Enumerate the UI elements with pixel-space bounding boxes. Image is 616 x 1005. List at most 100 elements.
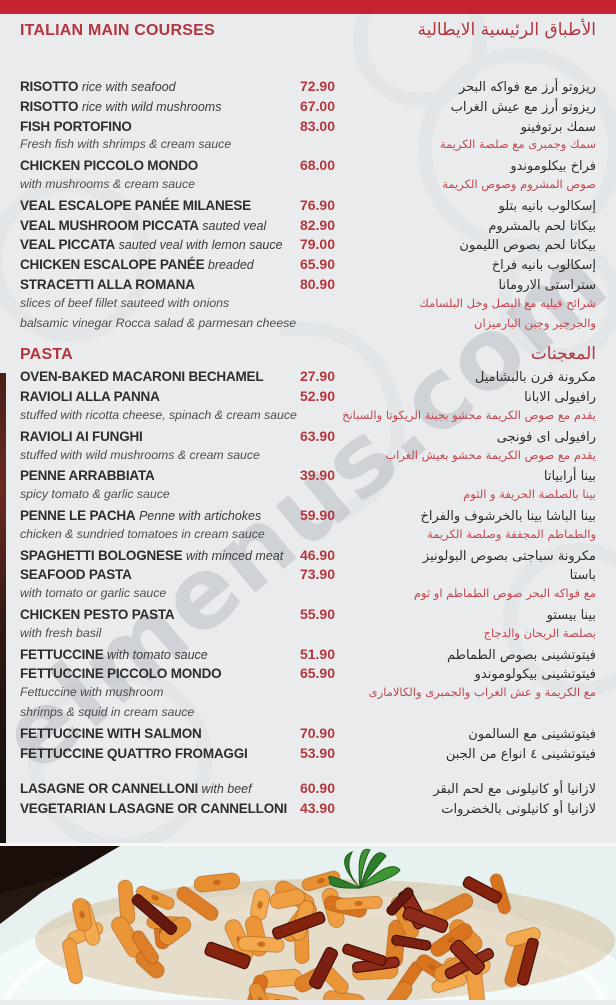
item-name-english: VEAL ESCALOPE PANÉE MILANESE — [20, 197, 251, 213]
menu-item-row: VEAL ESCALOPE PANÉE MILANESE 76.90 إسكالوب… — [20, 197, 596, 217]
menu-item-row: LASAGNE OR CANNELLONI with beef 60.90 لازا… — [20, 780, 596, 800]
item-left: RISOTTO rice with wild mushrooms 67.00 — [20, 98, 335, 114]
section-title-english: ITALIAN MAIN COURSES — [20, 22, 215, 39]
item-description-english: Fettuccine with mushroom — [20, 685, 164, 700]
item-name-english: FETTUCCINE WITH SALMON — [20, 725, 202, 741]
item-name-english: SEAFOOD PASTA — [20, 567, 132, 583]
menu-item-description-row: spicy tomato & garlic sauce بينا بالصلصة … — [20, 487, 596, 507]
menu-item-description-row: with tomato or garlic sauce مع فواكه البح… — [20, 586, 596, 606]
section-pasta: PASTA المعجنات OVEN-BAKED MACARONI BECHA… — [20, 335, 596, 820]
item-name-arabic: ستراستى الارومانا — [498, 277, 596, 293]
item-description-english: slices of beef fillet sauteed with onion… — [20, 295, 230, 310]
menu-item-row: RAVIOLI AI FUNGHI 63.90 رافيولى اى فونجى — [20, 428, 596, 448]
item-left: FETTUCCINE WITH SALMON 70.90 — [20, 725, 335, 741]
menu-item-description-row: Fettuccine with mushroom مع الكريمة و عش … — [20, 685, 596, 705]
menu-item-row: SPAGHETTI BOLOGNESE with minced meat 46.9… — [20, 547, 596, 567]
item-description-arabic: مع الكريمة و عش الغراب والجمبرى والكالام… — [368, 685, 596, 700]
item-name-english: CHICKEN PESTO PASTA — [20, 606, 175, 622]
item-name-arabic: إسكالوب بانيه بتلو — [498, 198, 596, 214]
item-name-arabic: مكرونة سباجتى بصوص البولونيز — [422, 548, 596, 564]
item-note-english: with minced meat — [182, 548, 284, 563]
item-group-gap — [20, 764, 596, 780]
item-price: 39.90 — [299, 467, 335, 484]
menu-item-row: RISOTTO rice with wild mushrooms 67.00 ريز… — [20, 98, 596, 118]
item-name-english: CHICKEN ESCALOPE PANÉE breaded — [20, 257, 254, 273]
description-left: stuffed with ricotta cheese, spinach & c… — [20, 408, 335, 422]
item-left: VEAL PICCATA sauted veal with lemon sauc… — [20, 236, 335, 252]
item-left: OVEN-BAKED MACARONI BECHAMEL 27.90 — [20, 368, 335, 384]
item-name-arabic: بيكاتا لحم بالمشروم — [488, 218, 596, 234]
menu-item-description-row: stuffed with ricotta cheese, spinach & c… — [20, 408, 596, 428]
item-description-arabic: والطماطم المجففة وصلصة الكريمة — [427, 526, 596, 541]
item-left: SPAGHETTI BOLOGNESE with minced meat 46.9… — [20, 547, 335, 563]
menu-item-description-row: Fresh fish with shrimps & cream sauce سمك… — [20, 137, 596, 157]
food-photo — [0, 843, 616, 1005]
item-name-arabic: بيكاتا لحم بصوص الليمون — [459, 238, 596, 254]
item-description-arabic: يقدم مع صوص الكريمة محشو بجبنة الريكوتا … — [342, 407, 596, 422]
item-name-english: VEGETARIAN LASAGNE OR CANNELLONI — [20, 801, 288, 817]
item-price: 51.90 — [299, 645, 335, 662]
item-price: 27.90 — [299, 368, 335, 385]
item-description-english: stuffed with ricotta cheese, spinach & c… — [20, 407, 297, 422]
item-name-arabic: لازانيا أو كانيلونى بالخضروات — [441, 802, 596, 818]
item-left: SEAFOOD PASTA 73.90 — [20, 566, 335, 582]
section-title-arabic: المعجنات — [530, 344, 596, 365]
menu-item-description-row: slices of beef fillet sauteed with onion… — [20, 296, 596, 316]
item-name-english: FISH PORTOFINO — [20, 118, 132, 134]
menu-item-row: CHICKEN ESCALOPE PANÉE breaded 65.90 إسكال… — [20, 256, 596, 276]
item-price: 68.00 — [299, 157, 335, 174]
description-left: slices of beef fillet sauteed with onion… — [20, 296, 335, 310]
item-left: STRACETTI ALLA ROMANA 80.90 — [20, 276, 335, 292]
menu-item-description-row: with mushrooms & cream sauce صوص المشروم … — [20, 177, 596, 197]
description-left: Fettuccine with mushroom — [20, 685, 335, 699]
section-title-arabic: الأطباق الرئيسية الايطالية — [417, 20, 596, 40]
item-note-english: breaded — [204, 258, 254, 273]
item-left: PENNE ARRABBIATA 39.90 — [20, 467, 335, 483]
item-price: 60.90 — [299, 780, 335, 797]
item-left: VEGETARIAN LASAGNE OR CANNELLONI 43.90 — [20, 800, 335, 816]
item-note-english: with tomato sauce — [103, 647, 208, 662]
menu-item-description-row: chicken & sundried tomatoes in cream sau… — [20, 527, 596, 547]
item-name-english: RISOTTO rice with wild mushrooms — [20, 98, 222, 114]
item-description-arabic: بينا بالصلصة الحريفة و الثوم — [463, 487, 596, 502]
menu-item-row: RISOTTO rice with seafood 72.90 ريزوتو أرز… — [20, 78, 596, 98]
item-description-arabic: شرائح فيليه مع البصل وخل البلسامك — [419, 295, 596, 310]
menu-item-row: FETTUCCINE with tomato sauce 51.90 فيتوتشي… — [20, 646, 596, 666]
menu-item-row: OVEN-BAKED MACARONI BECHAMEL 27.90 مكرونة … — [20, 368, 596, 388]
description-left: stuffed with wild mushrooms & cream sauc… — [20, 448, 335, 462]
item-name-arabic: بينا الباشا بينا بالخرشوف والفراخ — [420, 508, 596, 524]
item-description-english: with mushrooms & cream sauce — [20, 176, 195, 191]
item-name-arabic: ريزوتو أرز مع فواكه البحر — [458, 80, 596, 95]
item-description-arabic: صوص المشروم وصوص الكريمة — [442, 176, 596, 191]
item-left: LASAGNE OR CANNELLONI with beef 60.90 — [20, 780, 335, 796]
item-price: 76.90 — [299, 196, 335, 213]
item-price: 65.90 — [299, 665, 335, 682]
item-left: FETTUCCINE with tomato sauce 51.90 — [20, 646, 335, 662]
description-left: with mushrooms & cream sauce — [20, 177, 335, 191]
description-left: Fresh fish with shrimps & cream sauce — [20, 137, 335, 151]
item-price: 46.90 — [299, 546, 335, 563]
item-description-arabic: مع فواكه البحر صوص الطماطم او ثوم — [413, 586, 596, 601]
item-left: FETTUCCINE PICCOLO MONDO 65.90 — [20, 665, 335, 681]
item-name-english: PENNE ARRABBIATA — [20, 468, 155, 484]
item-note-english: sauted veal — [198, 218, 267, 233]
menu-item-row: VEAL MUSHROOM PICCATA sauted veal 82.90 بي… — [20, 217, 596, 237]
section-italian-main-courses: ITALIAN MAIN COURSES الأطباق الرئيسية ال… — [20, 0, 596, 335]
description-left: spicy tomato & garlic sauce — [20, 487, 335, 501]
item-description-english: stuffed with wild mushrooms & cream sauc… — [20, 447, 260, 462]
top-red-bar — [0, 0, 616, 14]
item-name-arabic: لازانيا أو كانيلونى مع لحم البقر — [433, 782, 596, 798]
menu-item-description-row: balsamic vinegar Rocca salad & parmesan … — [20, 316, 596, 336]
item-description-arabic: والجرجير وجبن البارميزان — [474, 315, 596, 330]
item-price: 63.90 — [299, 427, 335, 444]
menu-item-row: VEGETARIAN LASAGNE OR CANNELLONI 43.90 لاز… — [20, 800, 596, 820]
item-price: 82.90 — [299, 216, 335, 233]
description-left: with tomato or garlic sauce — [20, 586, 335, 600]
item-name-arabic: بينا بيستو — [546, 607, 596, 623]
section-title-english: PASTA — [20, 346, 73, 364]
item-left: CHICKEN ESCALOPE PANÉE breaded 65.90 — [20, 256, 335, 272]
item-price: 43.90 — [299, 800, 335, 817]
item-description-arabic: بصلصة الريحان والدجاج — [483, 625, 596, 640]
item-name-english: LASAGNE OR CANNELLONI with beef — [20, 781, 252, 797]
item-name-english: FETTUCCINE PICCOLO MONDO — [20, 666, 222, 682]
